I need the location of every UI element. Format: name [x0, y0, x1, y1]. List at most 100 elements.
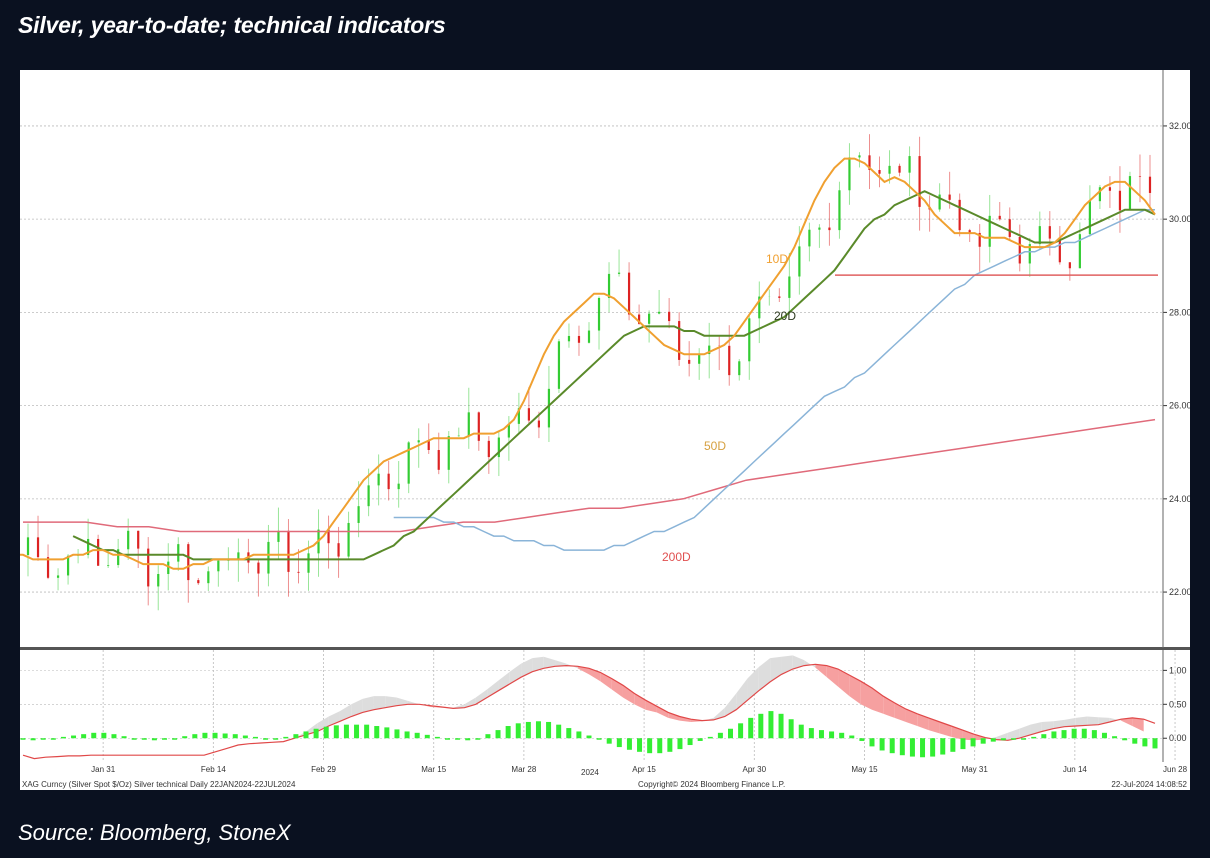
histogram-bar: [242, 735, 248, 739]
histogram-bar: [1021, 738, 1027, 740]
xtick-label-4: Mar 28: [511, 765, 536, 774]
histogram-bar: [626, 738, 632, 750]
macd-fill-segment: [498, 671, 510, 691]
histogram-bar: [960, 738, 966, 750]
ind-ytick-label-0.00: 0.00: [1169, 733, 1187, 743]
ytick-label-22.00: 22.00: [1169, 587, 1190, 597]
macd-fill-segment: [634, 693, 646, 710]
histogram-bar: [333, 725, 339, 739]
histogram-bar: [849, 735, 855, 739]
histogram-bar: [172, 738, 178, 740]
ma-20d-line: [72, 190, 1156, 561]
macd-fill-segment: [838, 669, 850, 697]
signal-line: [22, 663, 1156, 760]
histogram-bar: [232, 734, 238, 739]
histogram-bar: [1031, 736, 1037, 739]
ytick-label-30.00: 30.00: [1169, 214, 1190, 224]
histogram-bar: [1101, 732, 1107, 739]
macd-fill-segment: [339, 704, 352, 722]
histogram-bar: [273, 738, 279, 740]
histogram-bar: [121, 736, 127, 739]
ytick-label-28.00: 28.00: [1169, 307, 1190, 317]
histogram-bar: [1132, 738, 1138, 744]
macd-fill-segment: [1030, 721, 1042, 735]
histogram-bar: [192, 734, 198, 739]
histogram-bar: [707, 736, 713, 739]
macd-fill-segment: [1019, 724, 1031, 739]
histogram-bar: [465, 738, 471, 741]
macd-fill-segment: [1053, 719, 1065, 729]
histogram-bar: [768, 711, 774, 739]
macd-fill-segment: [826, 665, 839, 687]
macd-fill-segment: [475, 689, 488, 705]
histogram-bar: [1011, 738, 1016, 740]
histogram-bar: [899, 738, 905, 756]
xtick-label-3: Mar 15: [421, 765, 446, 774]
macd-fill-segment: [487, 680, 499, 698]
histogram-bar: [808, 728, 814, 739]
ma10-label: 10D: [766, 252, 788, 266]
histogram-bar: [687, 738, 693, 746]
histogram-bar: [990, 738, 996, 742]
histogram-bar: [515, 723, 521, 739]
histogram-bar: [30, 738, 36, 741]
macd-fill-segment: [1132, 717, 1144, 732]
macd-fill-segment: [362, 696, 374, 713]
macd-fill-segment: [860, 681, 872, 710]
histogram-bar: [354, 724, 360, 739]
xtick-label-0: Jan 31: [91, 765, 116, 774]
histogram-bar: [283, 736, 289, 739]
histogram-bar: [748, 717, 754, 739]
macd-fill-segment: [622, 685, 635, 705]
xtick-label-8: May 31: [962, 765, 989, 774]
histogram-bar: [384, 727, 390, 739]
histogram-bar: [778, 713, 784, 739]
histogram-bar: [839, 732, 845, 739]
bloomberg-left-caption: XAG Curncy (Silver Spot $/Oz) Silver tec…: [22, 780, 296, 789]
xtick-label-9: Jun 14: [1063, 765, 1088, 774]
histogram-bar: [252, 736, 258, 739]
macd-fill-segment: [317, 716, 329, 732]
ytick-label-24.00: 24.00: [1169, 494, 1190, 504]
ma20-label: 20D: [774, 309, 796, 323]
histogram-bar: [879, 738, 885, 751]
histogram-bar: [667, 738, 673, 752]
histogram-bar: [909, 738, 915, 757]
histogram-bar: [404, 731, 410, 739]
histogram-bar: [91, 732, 97, 739]
histogram-bar: [738, 723, 744, 739]
xtick-label-7: May 15: [851, 765, 878, 774]
histogram-bar: [637, 738, 643, 752]
macd-fill-segment: [702, 717, 714, 722]
histogram-bar: [111, 734, 117, 739]
macd-fill-segment: [351, 698, 363, 717]
histogram-bar: [728, 728, 733, 739]
ma200-label: 200D: [662, 550, 691, 564]
histogram-bar: [263, 738, 269, 740]
histogram-bar: [717, 732, 723, 739]
macd-fill-segment: [1098, 717, 1110, 725]
histogram-bar: [212, 732, 218, 739]
histogram-bar: [343, 724, 349, 739]
histogram-bar: [980, 738, 986, 744]
histogram-bar: [222, 733, 228, 739]
histogram-bar: [374, 726, 380, 739]
ma-200d-line: [23, 418, 1156, 533]
histogram-bar: [313, 728, 319, 739]
histogram-bar: [394, 729, 400, 739]
histogram-bar: [424, 734, 430, 739]
macd-fill-segment: [656, 706, 669, 718]
macd-fill-segment: [385, 696, 397, 708]
histogram-bar: [1061, 730, 1067, 739]
histogram-bar: [657, 738, 663, 754]
macd-fill-segment: [928, 717, 940, 734]
histogram-bar: [101, 732, 107, 739]
macd-fill-segment: [1075, 716, 1088, 727]
price-bars: [26, 134, 1152, 611]
momentum-panel: [20, 655, 1158, 760]
histogram-bar: [495, 730, 501, 739]
macd-fill-segment: [939, 721, 952, 737]
bloomberg-chart-panel: 22.00 24.00 26.00 28.00 30.00 32.00 Jan 31 Feb …: [20, 70, 1190, 790]
histogram-bar: [677, 738, 683, 750]
histogram-bar: [1081, 728, 1087, 739]
